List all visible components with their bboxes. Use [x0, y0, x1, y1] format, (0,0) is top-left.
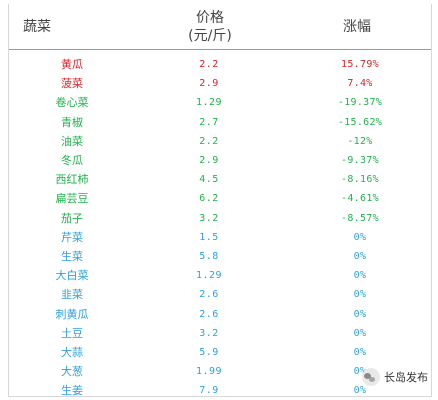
- price-value: 2.9: [199, 155, 219, 166]
- header-vegetable-label: 蔬菜: [23, 18, 51, 35]
- price-value: 1.29: [195, 270, 223, 282]
- change-value: -15.62%: [337, 116, 383, 128]
- vegetable-name: 扁芸豆: [55, 192, 89, 206]
- table-row: 土豆 3.2 0%: [9, 325, 431, 343]
- price-value: 2.7: [199, 116, 219, 128]
- table-row: 芹菜 1.5 0%: [9, 229, 431, 247]
- header-price-unit: (元/斤): [188, 27, 232, 44]
- vegetable-name: 生菜: [61, 250, 83, 263]
- price-value: 2.9: [199, 78, 219, 90]
- change-value: 0%: [353, 366, 367, 378]
- vegetable-name: 黄瓜: [61, 58, 83, 71]
- watermark: 长岛发布: [362, 368, 428, 386]
- price-value: 2.6: [199, 289, 219, 301]
- header-price-label: 价格: [196, 9, 224, 26]
- price-value: 7.9: [199, 385, 219, 397]
- vegetable-name: 生姜: [61, 384, 83, 398]
- change-value: 0%: [353, 327, 367, 339]
- table-row: 冬瓜 2.9 -9.37%: [9, 152, 431, 170]
- table-row: 茄子 3.2 -8.57%: [9, 210, 431, 228]
- change-value: 0%: [353, 347, 367, 358]
- table-row: 青椒 2.7 -15.62%: [9, 114, 431, 132]
- table-row: 菠菜 2.9 7.4%: [9, 75, 431, 93]
- vegetable-name: 油菜: [61, 134, 83, 148]
- vegetable-name: 大葱: [61, 365, 83, 379]
- change-value: 0%: [353, 231, 367, 243]
- price-value: 4.5: [199, 174, 219, 186]
- header-change-label: 涨幅: [343, 18, 371, 35]
- vegetable-name: 菠菜: [61, 77, 83, 91]
- table-row: 扁芸豆 6.2 -4.61%: [9, 190, 431, 208]
- header-vegetable: 蔬菜: [9, 4, 137, 49]
- change-value: -9.37%: [341, 155, 379, 166]
- table-header: 蔬菜 价格 (元/斤) 涨幅: [9, 4, 431, 50]
- change-value: 15.79%: [341, 59, 379, 70]
- vegetable-name: 西红柿: [55, 173, 89, 187]
- price-value: 2.2: [199, 59, 219, 70]
- table-row: 刺黄瓜 2.6 0%: [9, 306, 431, 324]
- table-row: 生菜 5.8 0%: [9, 248, 431, 266]
- change-value: -4.61%: [341, 193, 379, 205]
- table-row: 油菜 2.2 -12%: [9, 133, 431, 151]
- table-row: 大白菜 1.29 0%: [9, 267, 431, 285]
- price-table: 蔬菜 价格 (元/斤) 涨幅 黄瓜 2.2 15.79% 菠菜 2.9 7.4% 卷心菜 1.…: [8, 4, 432, 397]
- price-value: 1.99: [195, 366, 223, 378]
- vegetable-name: 土豆: [61, 326, 83, 340]
- price-value: 2.6: [199, 308, 219, 320]
- price-value: 3.2: [199, 212, 219, 224]
- price-value: 1.29: [195, 97, 223, 109]
- price-value: 1.5: [199, 231, 219, 243]
- header-price: 价格 (元/斤): [137, 4, 283, 49]
- table-row: 生姜 7.9 0%: [9, 382, 431, 400]
- header-change: 涨幅: [283, 4, 431, 49]
- table-row: 黄瓜 2.2 15.79%: [9, 56, 431, 74]
- vegetable-name: 韭菜: [61, 288, 83, 302]
- watermark-text: 长岛发布: [384, 371, 428, 384]
- vegetable-name: 大白菜: [55, 269, 89, 283]
- vegetable-name: 茄子: [61, 211, 83, 225]
- change-value: 0%: [353, 308, 367, 320]
- table-row: 西红柿 4.5 -8.16%: [9, 171, 431, 189]
- change-value: -8.16%: [341, 174, 379, 186]
- change-value: -12%: [347, 135, 373, 147]
- price-value: 3.2: [199, 327, 219, 339]
- vegetable-name: 大蒜: [61, 346, 83, 359]
- vegetable-name: 卷心菜: [55, 96, 89, 110]
- table-row: 卷心菜 1.29 -19.37%: [9, 94, 431, 112]
- table-row: 大葱 1.99 0%: [9, 363, 431, 381]
- change-value: 0%: [353, 289, 367, 301]
- price-value: 5.8: [199, 251, 219, 262]
- change-value: 0%: [353, 251, 367, 262]
- change-value: 0%: [353, 385, 367, 397]
- price-value: 6.2: [199, 193, 219, 205]
- vegetable-name: 冬瓜: [61, 154, 83, 167]
- wechat-icon: [362, 368, 380, 386]
- change-value: -8.57%: [341, 212, 379, 224]
- price-value: 5.9: [199, 347, 219, 358]
- change-value: 0%: [353, 270, 367, 282]
- vegetable-name: 刺黄瓜: [55, 307, 89, 321]
- table-row: 韭菜 2.6 0%: [9, 286, 431, 304]
- vegetable-name: 芹菜: [61, 230, 83, 244]
- price-value: 2.2: [199, 135, 219, 147]
- change-value: 7.4%: [347, 78, 373, 90]
- vegetable-name: 青椒: [61, 115, 83, 129]
- table-row: 大蒜 5.9 0%: [9, 344, 431, 362]
- change-value: -19.37%: [337, 97, 383, 109]
